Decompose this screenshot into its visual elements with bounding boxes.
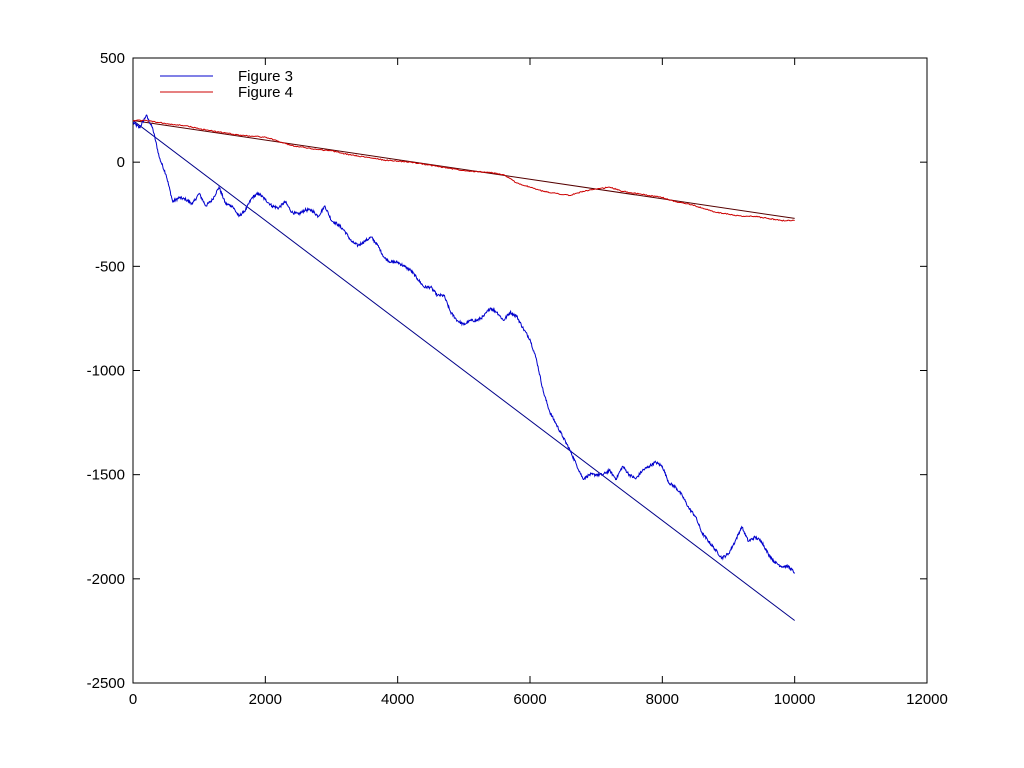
series-line-figure-3 [132,114,796,574]
x-tick-label: 0 [129,691,137,708]
x-tick-label: 10000 [774,691,816,708]
legend-label-2: Figure 4 [238,84,293,101]
series-line-figure-4 [132,119,795,222]
y-axis: 500 0 -500 -1000 -1500 -2000 -2500 [87,50,927,692]
y-tick-label: 500 [100,50,125,67]
y-tick-label: -2000 [87,571,125,588]
series-lines [132,114,796,574]
x-tick-label: 6000 [513,691,546,708]
plot-axes [132,57,928,684]
y-tick-label: 0 [117,154,125,171]
y-tick-label: -500 [95,258,125,275]
plot-frame [132,57,928,684]
trend-lines [132,120,795,621]
x-tick-label: 4000 [381,691,414,708]
trend-line-2 [132,120,795,219]
x-tick-label: 8000 [646,691,679,708]
x-tick-label: 12000 [906,691,948,708]
x-tick-label: 2000 [249,691,282,708]
y-tick-label: -1000 [87,363,125,380]
legend-label-1: Figure 3 [238,68,293,85]
x-axis: 0 2000 4000 6000 8000 10000 12000 [129,58,948,708]
y-tick-label: -1500 [87,467,125,484]
trend-line-1 [132,120,795,621]
y-tick-label: -2500 [87,675,125,692]
